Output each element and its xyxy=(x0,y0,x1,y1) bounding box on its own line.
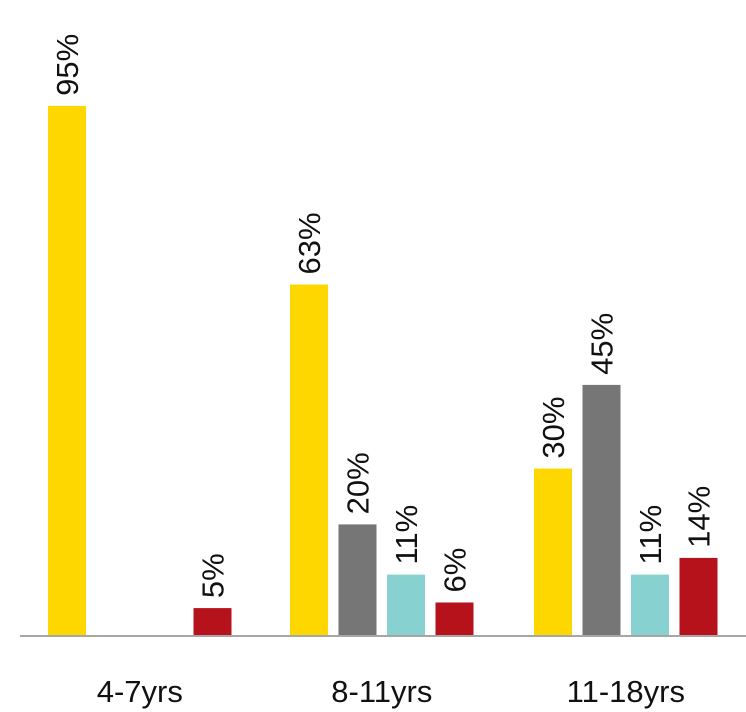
data-label-4-7yrs-series-1: 95% xyxy=(50,34,85,96)
data-label-8-11yrs-series-4: 6% xyxy=(438,548,473,593)
bar-4-7yrs-series-1 xyxy=(48,105,86,636)
data-label-8-11yrs-series-1: 63% xyxy=(292,212,327,274)
bar-8-11yrs-series-1 xyxy=(290,284,328,636)
data-labels-layer: 95% 5% 63% 20% 11% 6% 30% 45% 11% 14% xyxy=(50,34,717,598)
category-label-4-7yrs: 4-7yrs xyxy=(97,674,183,709)
bar-11-18yrs-series-2 xyxy=(582,384,621,636)
bar-11-18yrs-series-1 xyxy=(534,468,572,636)
bar-8-11yrs-series-3 xyxy=(387,574,425,636)
bar-8-11yrs-series-2 xyxy=(338,524,377,636)
data-label-11-18yrs-series-4: 14% xyxy=(682,486,717,548)
data-label-11-18yrs-series-1: 30% xyxy=(536,397,571,459)
data-label-11-18yrs-series-3: 11% xyxy=(633,505,668,565)
bar-11-18yrs-series-3 xyxy=(631,574,669,636)
bar-11-18yrs-series-4 xyxy=(679,557,718,636)
bar-4-7yrs-series-4 xyxy=(193,608,232,636)
category-label-8-11yrs: 8-11yrs xyxy=(331,674,432,709)
bar-8-11yrs-series-4 xyxy=(435,602,474,636)
category-label-11-18yrs: 11-18yrs xyxy=(567,674,685,709)
data-label-11-18yrs-series-2: 45% xyxy=(585,313,620,375)
bars-layer xyxy=(48,105,718,636)
data-label-8-11yrs-series-2: 20% xyxy=(341,452,376,514)
data-label-8-11yrs-series-3: 11% xyxy=(389,505,424,565)
data-label-4-7yrs-series-4: 5% xyxy=(196,553,231,598)
category-labels-layer: 4-7yrs 8-11yrs 11-18yrs xyxy=(97,674,685,709)
